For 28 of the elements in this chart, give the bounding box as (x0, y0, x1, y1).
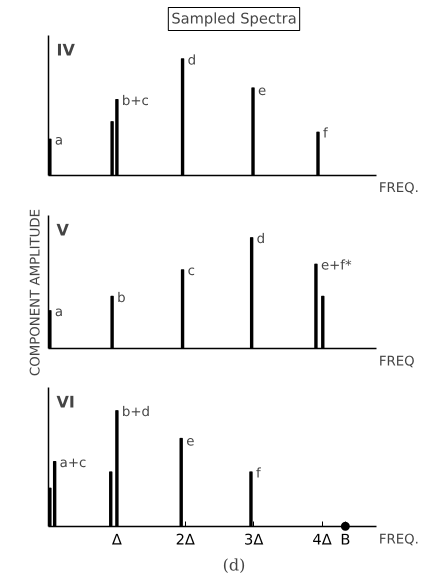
annotation: b+d (122, 405, 150, 420)
annotation: e (258, 84, 266, 99)
annotation: a (54, 305, 64, 320)
annotation: f (322, 126, 328, 142)
x-axis-title: FREQ. (378, 181, 419, 196)
chart-title: V (56, 220, 70, 240)
x-tick-label: 3Δ (244, 531, 264, 548)
chart-title: VI (56, 392, 75, 412)
annotation: b (117, 290, 126, 306)
x-axis-title: FREQ (378, 354, 415, 370)
x-axis-title: FREQ. (378, 532, 419, 548)
annotation: e+f* (320, 258, 352, 274)
chart-title: IV (56, 40, 76, 60)
annotation: d (256, 232, 266, 248)
x-tick-label: Δ (112, 531, 122, 548)
annotation: b+c (122, 94, 149, 110)
annotation: d (188, 53, 196, 68)
x-tick-label: B (340, 531, 350, 548)
annotation: a (54, 134, 64, 149)
annotation: e (186, 434, 194, 450)
y-axis-title: COMPONENT AMPLITUDE (28, 208, 44, 376)
annotation: c (188, 264, 195, 280)
annotation: f (256, 466, 261, 482)
text: (d) (222, 556, 246, 574)
annotation: a+c (60, 456, 86, 472)
x-tick-label: 4Δ (312, 531, 332, 548)
text: Sampled Spectra (171, 10, 297, 28)
x-tick-label: 2Δ (176, 531, 195, 548)
